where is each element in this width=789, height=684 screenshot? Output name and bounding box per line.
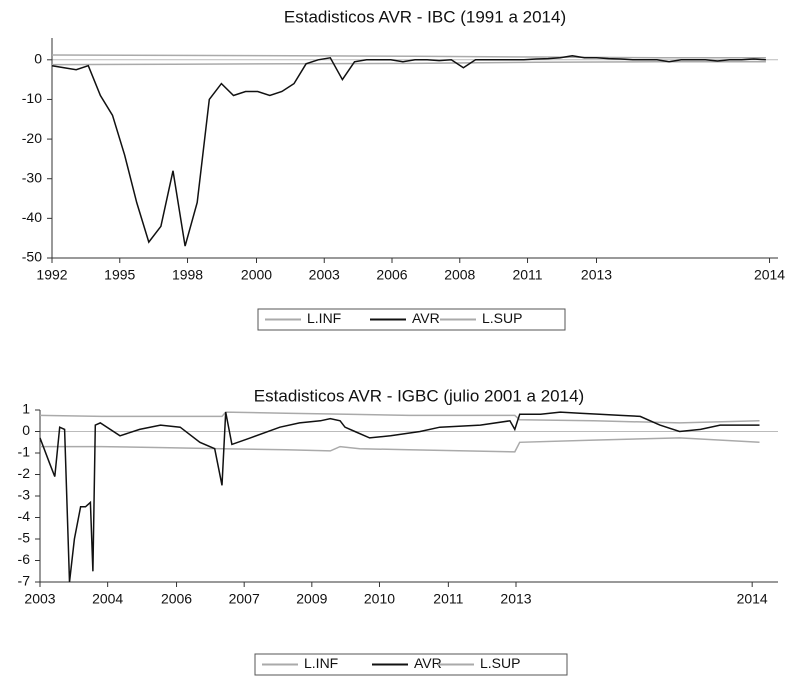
legend-label: L.INF (307, 310, 341, 326)
series-line (51, 54, 766, 59)
x-tick-label: 2006 (376, 267, 407, 283)
x-tick-label: 2007 (229, 591, 260, 607)
series-line (39, 411, 760, 424)
series-line (40, 437, 760, 453)
legend-box (257, 308, 566, 331)
x-tick-label: 1995 (104, 267, 135, 283)
x-tick-label: 2014 (754, 267, 785, 283)
chart-title: Estadisticos AVR - IBC (1991 a 2014) (284, 7, 566, 26)
legend-label: L.SUP (480, 655, 520, 671)
legend-label: AVR (414, 655, 442, 671)
series-line (51, 55, 766, 247)
x-tick-label: 1998 (172, 267, 203, 283)
y-tick-label: -5 (18, 530, 31, 546)
y-tick-label: -6 (18, 551, 31, 567)
y-tick-label: -2 (18, 465, 31, 481)
x-tick-label: 2008 (444, 267, 475, 283)
y-tick-label: -20 (22, 130, 42, 146)
legend-label: L.SUP (482, 310, 522, 326)
x-tick-label: 2014 (737, 591, 768, 607)
y-tick-label: -50 (22, 249, 42, 265)
y-tick-label: 0 (22, 422, 30, 438)
x-tick-label: 2013 (500, 591, 531, 607)
y-tick-label: -7 (18, 573, 31, 589)
x-tick-label: 2011 (512, 267, 542, 283)
y-tick-label: -10 (22, 90, 42, 106)
y-tick-label: 0 (34, 51, 42, 67)
y-tick-label: -1 (18, 444, 31, 460)
x-tick-label: 2003 (24, 591, 55, 607)
y-tick-label: 1 (22, 401, 30, 417)
x-tick-label: 2010 (364, 591, 395, 607)
chart-title: Estadisticos AVR - IGBC (julio 2001 a 20… (254, 386, 584, 405)
y-tick-label: -3 (18, 487, 31, 503)
series-line (51, 61, 766, 66)
x-tick-label: 2003 (309, 267, 340, 283)
y-tick-label: -40 (22, 209, 42, 225)
x-tick-label: 2006 (161, 591, 192, 607)
series-line (39, 411, 760, 583)
x-tick-label: 1992 (36, 267, 67, 283)
x-tick-label: 2013 (581, 267, 612, 283)
x-tick-label: 2011 (433, 591, 463, 607)
x-tick-label: 2009 (296, 591, 327, 607)
x-tick-label: 2000 (241, 267, 272, 283)
legend-box (254, 653, 568, 676)
legend-label: AVR (412, 310, 440, 326)
y-tick-label: -30 (22, 169, 42, 185)
legend-label: L.INF (304, 655, 338, 671)
y-tick-label: -4 (18, 508, 31, 524)
x-tick-label: 2004 (92, 591, 123, 607)
